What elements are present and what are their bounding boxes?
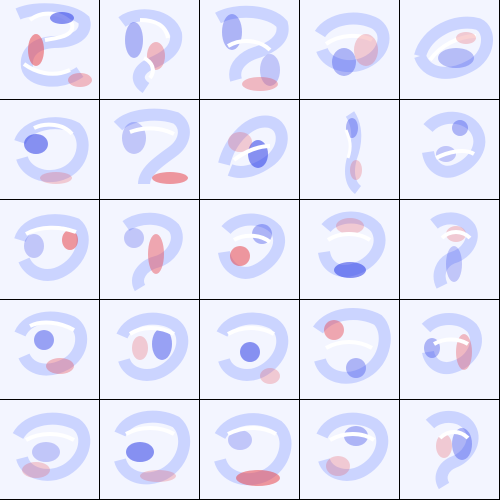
weight-tile [400, 300, 499, 399]
weight-pattern [300, 300, 399, 399]
weight-tile [0, 400, 99, 499]
weight-pattern [0, 200, 99, 299]
weight-pattern [200, 400, 299, 499]
weight-tile [200, 100, 299, 199]
weight-pattern [200, 300, 299, 399]
weight-tile [200, 400, 299, 499]
weight-tile [0, 0, 99, 99]
weight-pattern [300, 0, 399, 99]
weight-tile [300, 0, 399, 99]
weight-tile [0, 100, 99, 199]
weight-pattern [400, 300, 499, 399]
weight-pattern [0, 400, 99, 499]
weight-pattern [0, 300, 99, 399]
weight-pattern [300, 400, 399, 499]
weight-pattern [400, 400, 499, 499]
weight-pattern [400, 200, 499, 299]
weight-tile [100, 400, 199, 499]
weight-tile [200, 0, 299, 99]
weight-pattern [200, 100, 299, 199]
weight-tile [400, 400, 499, 499]
weight-pattern [100, 100, 199, 199]
weight-tile [300, 100, 399, 199]
weight-tile [400, 0, 499, 99]
weight-pattern [0, 100, 99, 199]
weight-pattern [100, 300, 199, 399]
weight-tile [0, 300, 99, 399]
weight-tile [200, 300, 299, 399]
weight-pattern [100, 200, 199, 299]
weight-pattern [200, 200, 299, 299]
weight-tile [100, 100, 199, 199]
weight-pattern [300, 100, 399, 199]
weight-tile [400, 100, 499, 199]
weight-tile [100, 0, 199, 99]
weight-tile [200, 200, 299, 299]
weight-tile [300, 400, 399, 499]
weight-tile [0, 200, 99, 299]
weight-tile [100, 200, 199, 299]
weight-pattern [200, 0, 299, 99]
weight-pattern [300, 200, 399, 299]
weight-tile [400, 200, 499, 299]
weight-tile [300, 300, 399, 399]
weight-pattern [0, 0, 99, 99]
weight-pattern [100, 400, 199, 499]
weight-pattern [400, 0, 499, 99]
weight-pattern [400, 100, 499, 199]
weight-tile [100, 300, 199, 399]
weight-pattern [100, 0, 199, 99]
weight-tile [300, 200, 399, 299]
